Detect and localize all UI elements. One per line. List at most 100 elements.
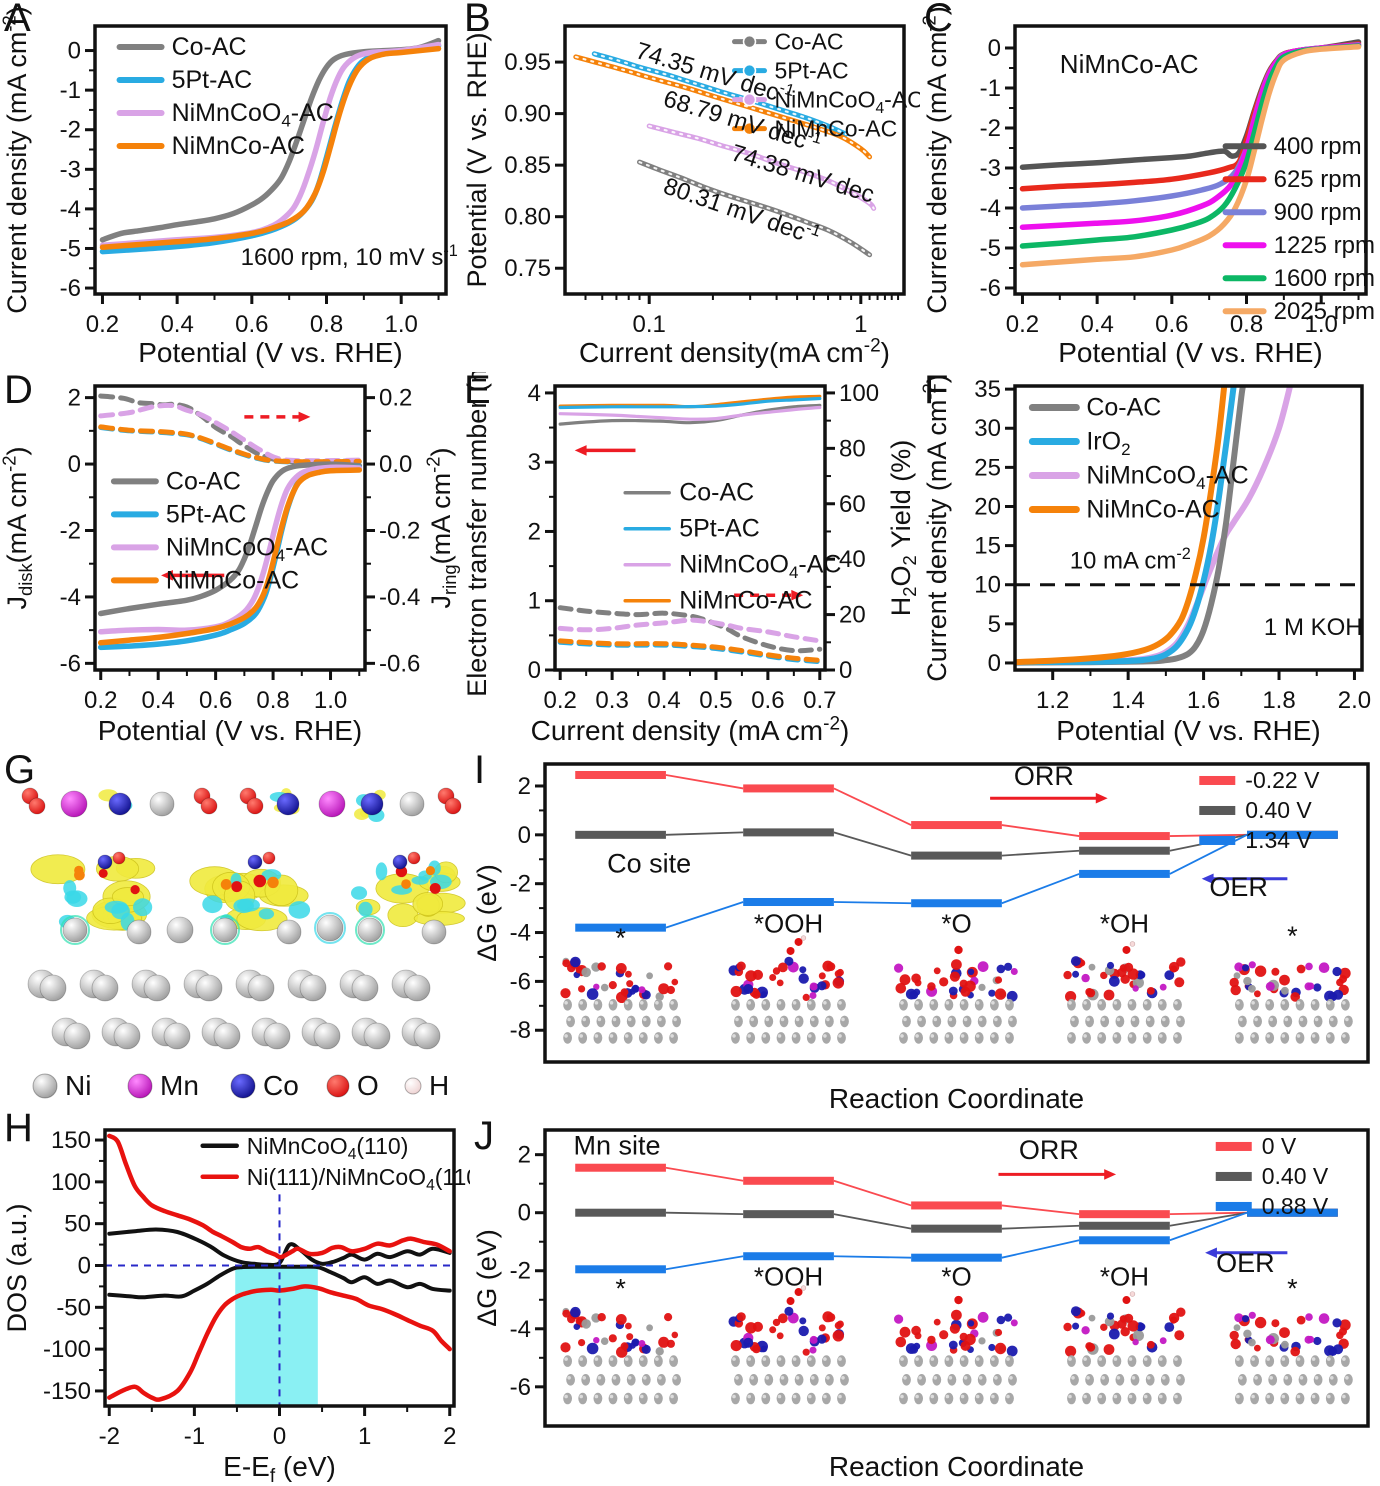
level-bar <box>911 1201 1002 1210</box>
arrow-head <box>1095 792 1108 804</box>
series-2025 rpm <box>1019 44 1362 268</box>
atom-legend-label: Mn <box>160 1070 199 1101</box>
y-axis-title: Current density (mA cm-2) <box>920 374 952 681</box>
y-tick-label: 25 <box>974 454 1001 481</box>
y2-tick-label: 60 <box>839 491 866 518</box>
y-tick-label: 2 <box>68 385 81 412</box>
arrow-head <box>1205 1247 1217 1259</box>
series-NiMnCo-AC <box>97 467 363 646</box>
y-tick-label: 50 <box>64 1211 91 1238</box>
level-bar <box>911 1224 1002 1233</box>
annotation: * <box>1287 921 1298 951</box>
y-tick-label: -5 <box>60 235 81 262</box>
y-tick-label: -3 <box>980 155 1001 182</box>
x-axis-title: Potential (V vs. RHE) <box>1058 337 1323 368</box>
y-tick-label: 30 <box>974 415 1001 442</box>
level-bar <box>1079 832 1170 841</box>
chart-svg-I: 2 0 -2 -4 -6 -8 Reaction Coordinate ΔG (eV) -0.2… <box>472 761 1370 1114</box>
panel-C: C 0.2 0.4 0.6 0.8 1.0 0 -1 -2 -3 -4 -5 -6 Potential … <box>919 0 1380 372</box>
adsorption-structure-* <box>560 956 681 1044</box>
legend-label: 5Pt-AC <box>166 500 247 528</box>
annotation: ORR <box>1014 761 1074 791</box>
legend-label: NiMnCoO4-AC <box>172 99 334 131</box>
plot-frame <box>543 762 1370 1064</box>
legend-label: 5Pt-AC <box>172 66 253 94</box>
y-tick-label: -4 <box>60 196 81 223</box>
y2-axis-title: H2O2 Yield (%) <box>886 440 920 617</box>
annotation: * <box>615 923 626 953</box>
x-tick-label: 0.2 <box>86 311 119 338</box>
level-bar <box>575 1265 666 1274</box>
x-tick-label: 0.4 <box>160 311 193 338</box>
x-tick-label: 1.6 <box>1187 687 1220 714</box>
x-tick-label: 1.0 <box>1305 311 1338 338</box>
levels-0.88 V <box>575 1208 1338 1274</box>
plot-frame <box>543 1128 1370 1428</box>
panel-C-chart: 0.2 0.4 0.6 0.8 1.0 0 -1 -2 -3 -4 -5 -6 Potential (V… <box>919 0 1380 372</box>
panel-H-chart: -2 -1 0 1 2 150 100 50 0 -50 -100 -150 E-Ef (eV) DOS … <box>0 1110 487 1486</box>
legend-label: Co-AC <box>172 33 247 61</box>
y2-tick-label: 0.0 <box>379 451 412 478</box>
annotation: Mn site <box>574 1131 661 1161</box>
adsorption-structure-*OOH <box>728 1285 849 1405</box>
series-5Pt-AC-n <box>558 396 822 410</box>
y-tick-label: 0 <box>68 38 81 65</box>
level-bar <box>575 770 666 779</box>
level-bar <box>1079 1236 1170 1245</box>
level-bar <box>743 784 834 793</box>
y-axis-title: Jdisk(mA cm-2) <box>0 446 36 609</box>
plot-frame <box>563 24 906 296</box>
y-tick-label: 2 <box>518 1142 531 1169</box>
legend-label: Co-AC <box>1086 394 1161 422</box>
y-tick-label: 0.80 <box>504 204 551 231</box>
x-tick-label: 0 <box>273 1423 286 1450</box>
legend-label: IrO2 <box>1086 428 1130 460</box>
atom-legend-label: Co <box>263 1070 299 1101</box>
level-bar <box>1247 1208 1338 1217</box>
level-bar <box>575 830 666 839</box>
y2-tick-label: 0 <box>839 657 852 684</box>
series-Ni(111)/NiMnCoO4(110)-up <box>107 1133 452 1260</box>
annotation: Co site <box>607 849 691 879</box>
legend-label: NiMnCoO4(110) <box>247 1133 409 1163</box>
legend-label: 1600 rpm <box>1274 265 1375 292</box>
y-tick-label: -4 <box>510 920 531 947</box>
y-tick-label: 15 <box>974 533 1001 560</box>
legend-label: NiMnCoO4-AC <box>1086 462 1248 494</box>
panel-D: D 0.2 0.4 0.6 0.8 1.0 2 0 -2 -4 -6 0.2 0.0 -0.2 -0.4-… <box>0 368 460 750</box>
y-tick-label: 100 <box>51 1169 91 1196</box>
panel-B-letter: B <box>464 0 491 40</box>
x-tick-label: 0.4 <box>1080 311 1113 338</box>
x-tick-label: 2 <box>443 1423 456 1450</box>
series-NiMnCo-AC-h2o2 <box>557 638 823 663</box>
legend-label: 0 V <box>1262 1133 1297 1159</box>
x-tick-label: 0.2 <box>84 687 117 714</box>
annotation: ORR <box>1019 1135 1079 1165</box>
x-tick-label: 0.2 <box>1006 311 1039 338</box>
legend-label: 1225 rpm <box>1274 232 1375 259</box>
chart-svg-H: -2 -1 0 1 2 150 100 50 0 -50 -100 -150 E-Ef (eV) DOS … <box>2 1127 487 1486</box>
x-tick-label: 0.8 <box>256 687 289 714</box>
y-axis-title: ΔG (eV) <box>472 864 502 962</box>
panel-G-structure: Ni Mn Co O H <box>0 752 470 1110</box>
x-tick-label: 1.8 <box>1262 687 1295 714</box>
legend-label: 5Pt-AC <box>775 58 849 84</box>
panel-E-letter: E <box>464 368 491 412</box>
annotation: *OOH <box>754 1261 823 1291</box>
y-tick-label: 4 <box>528 380 541 407</box>
legend-label: Ni(111)/NiMnCoO4(110) <box>247 1164 470 1194</box>
adsorption-structure-*OH <box>1063 941 1186 1044</box>
levels-1.34 V <box>575 830 1338 932</box>
y-tick-label: -4 <box>980 195 1001 222</box>
y-tick-label: 5 <box>988 611 1001 638</box>
series-Co-AC <box>99 37 442 243</box>
y-axis-title: Current density (mA cm-2) <box>0 6 32 313</box>
y-tick-label: -1 <box>980 75 1001 102</box>
annotation: * <box>615 1273 626 1303</box>
legend-label: NiMnCoO4-AC <box>679 551 841 583</box>
adsorption-structure-* <box>1229 961 1353 1044</box>
series-NiMnCoO4(110)-dn <box>107 1264 452 1300</box>
legend-label: NiMnCo-AC <box>775 116 898 142</box>
